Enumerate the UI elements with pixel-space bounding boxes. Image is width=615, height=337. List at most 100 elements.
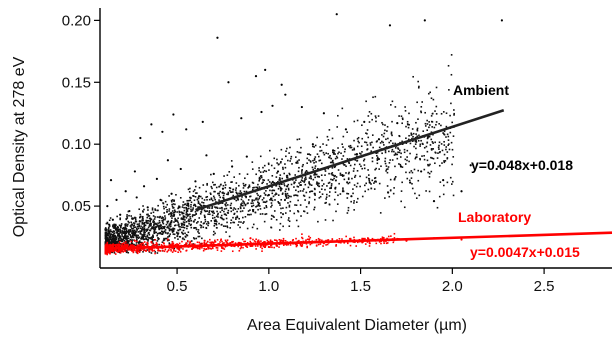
ambient-point <box>199 224 202 226</box>
ambient-point <box>231 165 234 168</box>
ambient-point <box>333 175 336 178</box>
ambient-point <box>334 165 337 168</box>
ambient-point <box>251 161 254 163</box>
ambient-point <box>194 180 197 183</box>
ambient-point <box>295 204 298 206</box>
laboratory-point <box>107 249 109 251</box>
ambient-point <box>448 148 451 151</box>
ambient-point <box>108 239 110 242</box>
ambient-point <box>337 194 339 197</box>
ambient-point <box>284 192 287 195</box>
ambient-point <box>399 165 403 168</box>
laboratory-point <box>205 248 208 250</box>
ambient-point <box>366 132 368 135</box>
ambient-point <box>429 124 431 126</box>
ambient-point <box>186 202 189 205</box>
ambient-point <box>430 170 433 173</box>
ambient-point <box>123 239 126 242</box>
ambient-point <box>320 174 323 176</box>
ambient-point <box>153 220 155 223</box>
ambient-point <box>199 203 201 205</box>
ambient-point <box>146 222 148 225</box>
ambient-point <box>314 188 316 191</box>
ambient-point <box>276 162 278 164</box>
ambient-point <box>145 221 148 223</box>
laboratory-point <box>189 240 191 243</box>
ambient-point <box>154 209 157 211</box>
ambient-point <box>356 138 359 140</box>
ambient-point <box>322 143 324 145</box>
ambient-point <box>198 217 201 219</box>
ambient-point <box>410 170 413 172</box>
ambient-point <box>108 231 110 234</box>
ambient-point <box>110 230 113 233</box>
ambient-point <box>386 130 388 132</box>
ambient-point <box>210 193 212 196</box>
ambient-point <box>337 152 339 155</box>
ambient-point <box>448 143 450 145</box>
ambient-point <box>313 162 315 164</box>
ambient-point <box>382 141 384 144</box>
ambient-point <box>418 85 420 88</box>
laboratory-point <box>299 243 302 246</box>
laboratory-point <box>269 240 272 243</box>
ambient-point <box>123 237 125 240</box>
ambient-point <box>139 216 141 219</box>
ambient-point <box>152 235 154 237</box>
ambient-point <box>174 224 177 227</box>
ambient-point <box>216 207 219 209</box>
ambient-point <box>297 185 300 188</box>
ambient-point <box>223 213 226 216</box>
laboratory-point <box>321 239 323 242</box>
ambient-point <box>167 236 169 238</box>
laboratory-point <box>171 243 173 245</box>
ambient-point <box>161 227 163 230</box>
ambient-point <box>152 219 155 222</box>
ambient-point <box>280 187 283 190</box>
ambient-point <box>445 136 447 138</box>
ambient-point <box>310 177 312 180</box>
ambient-point <box>300 179 303 181</box>
ambient-point <box>308 177 311 179</box>
ambient-point <box>216 36 219 39</box>
ambient-point <box>247 186 249 189</box>
ambient-point <box>381 140 383 143</box>
ambient-point <box>127 231 130 234</box>
ambient-point <box>417 169 420 172</box>
ambient-point <box>287 183 290 186</box>
ambient-point <box>117 228 119 231</box>
ambient-point <box>146 213 148 216</box>
laboratory-point <box>158 249 160 252</box>
ambient-point <box>314 194 316 196</box>
ambient-point <box>281 192 284 195</box>
ambient-point <box>370 187 373 190</box>
ambient-point <box>146 219 149 222</box>
ambient-point <box>299 190 302 192</box>
ambient-point <box>139 213 142 216</box>
ambient-point <box>334 174 336 177</box>
ambient-point <box>393 178 396 181</box>
ambient-point <box>136 236 139 239</box>
ambient-point <box>297 210 300 213</box>
ambient-point <box>160 227 162 230</box>
ambient-point <box>161 216 164 218</box>
ambient-point <box>330 172 333 175</box>
ambient-point <box>172 206 175 209</box>
ambient-point <box>321 193 324 195</box>
laboratory-point <box>211 246 214 248</box>
ambient-point <box>196 192 198 194</box>
ambient-point <box>106 237 109 239</box>
ambient-point <box>115 229 117 231</box>
ambient-point <box>148 233 151 236</box>
laboratory-point <box>317 243 320 246</box>
ambient-point <box>154 231 156 234</box>
ambient-point <box>412 135 414 138</box>
ambient-point <box>173 209 176 212</box>
ambient-point <box>281 177 284 180</box>
ambient-point <box>168 210 170 212</box>
ambient-point <box>113 239 116 242</box>
laboratory-point <box>327 239 329 241</box>
ambient-point <box>443 140 445 143</box>
ambient-point <box>106 232 109 235</box>
ambient-point <box>178 210 181 213</box>
